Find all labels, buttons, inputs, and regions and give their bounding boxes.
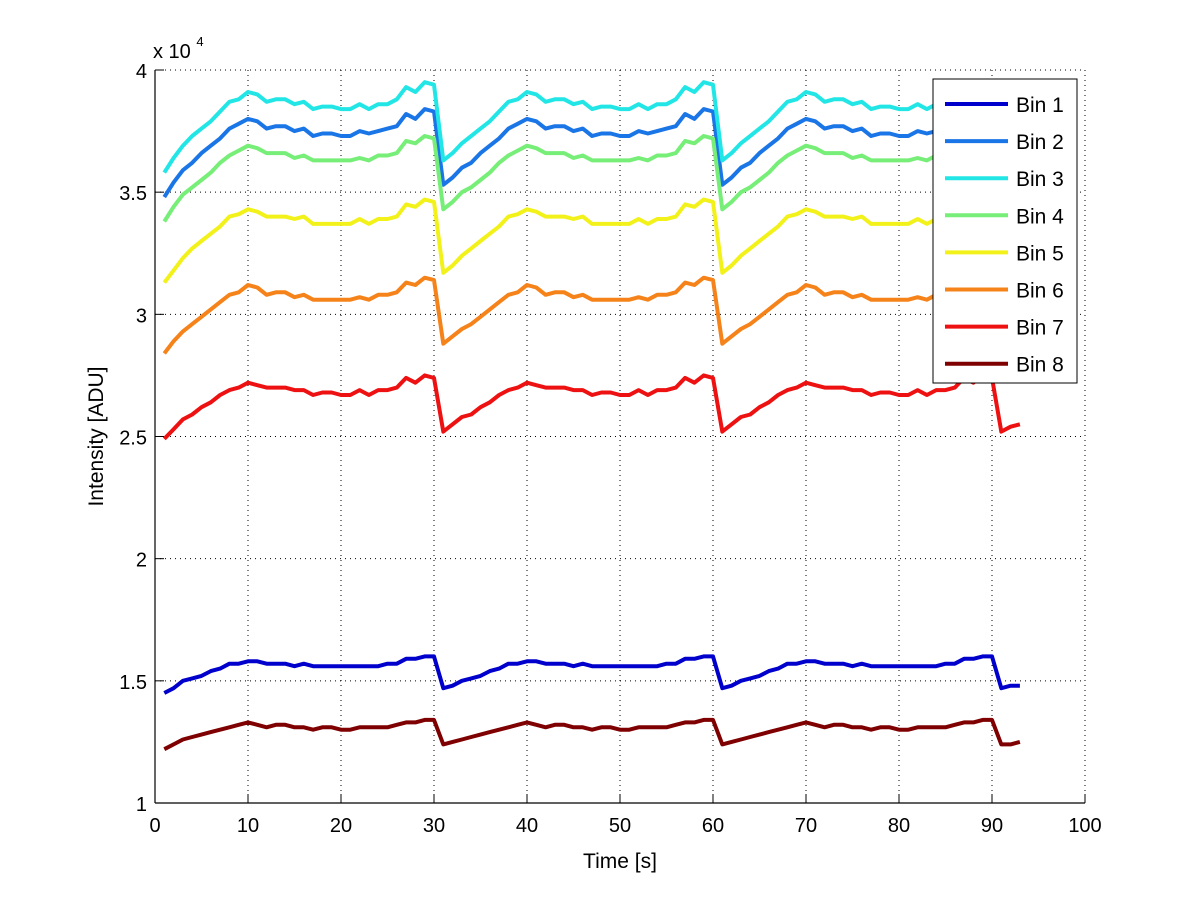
- series-line-bin-4: [162, 134, 1021, 223]
- series-line-bin-1: [163, 654, 1020, 695]
- y-tick-label: 1: [136, 794, 147, 816]
- y-tick-label: 2: [136, 550, 147, 572]
- legend-label: Bin 2: [1016, 131, 1064, 154]
- legend: Bin 1 Bin 2 Bin 3 Bin 4 Bin 5 Bin 6 Bin 7 Bin 8: [932, 78, 1078, 384]
- x-tick-label: 0: [149, 815, 160, 837]
- y-tick-label: 1.5: [119, 672, 147, 694]
- y-tick-label: 2.5: [119, 428, 147, 450]
- legend-label: Bin 6: [1016, 280, 1064, 303]
- series-line-bin-8: [163, 717, 1021, 751]
- x-tick-label: 90: [981, 815, 1003, 837]
- legend-label: Bin 7: [1016, 317, 1064, 340]
- legend-label: Bin 4: [1016, 205, 1064, 228]
- x-tick-label: 10: [237, 815, 259, 837]
- series-line-bin-7: [162, 373, 1021, 441]
- series-line-bin-5: [162, 197, 1021, 284]
- legend-item: Bin 7: [945, 317, 1064, 340]
- y-tick-label: 3: [136, 305, 147, 327]
- legend-label: Bin 3: [1016, 168, 1064, 191]
- y-axis-label: Intensity [ADU]: [85, 366, 108, 506]
- x-tick-label: 80: [888, 815, 910, 837]
- legend-item: Bin 2: [945, 131, 1064, 154]
- y-multiplier-base: x 10: [153, 41, 191, 63]
- series-layer: [162, 80, 1021, 751]
- series-line-bin-6: [162, 275, 1021, 355]
- legend-label: Bin 5: [1016, 242, 1064, 265]
- y-multiplier-exponent: 4: [196, 34, 203, 49]
- x-tick-label: 30: [423, 815, 445, 837]
- legend-item: Bin 5: [945, 242, 1064, 265]
- legend-label: Bin 8: [1016, 354, 1064, 377]
- grid: [155, 69, 1086, 803]
- legend-item: Bin 6: [945, 280, 1064, 303]
- legend-item: Bin 1: [945, 94, 1064, 117]
- x-tick-label: 60: [702, 815, 724, 837]
- series-line-bin-3: [162, 80, 1021, 174]
- x-tick-label: 50: [609, 815, 631, 837]
- x-axis-label: Time [s]: [583, 850, 657, 873]
- legend-item: Bin 4: [945, 205, 1064, 228]
- legend-item: Bin 8: [945, 354, 1064, 377]
- y-tick-label: 4: [136, 61, 147, 83]
- x-tick-label: 70: [795, 815, 817, 837]
- legend-item: Bin 3: [945, 168, 1064, 191]
- y-multiplier-label: x 10 4: [153, 34, 204, 63]
- x-tick-label: 40: [516, 815, 538, 837]
- legend-box: [932, 78, 1078, 384]
- legend-label: Bin 1: [1016, 94, 1064, 117]
- y-ticks: 1 1.5 2 2.5 3 3.5 4: [119, 61, 164, 816]
- y-tick-label: 3.5: [119, 183, 147, 205]
- x-tick-label: 100: [1068, 815, 1101, 837]
- series-line-bin-2: [162, 107, 1021, 199]
- x-tick-label: 20: [330, 815, 352, 837]
- x-ticks: 0 10 20 30 40 50 60 70 80 90 100: [149, 794, 1102, 837]
